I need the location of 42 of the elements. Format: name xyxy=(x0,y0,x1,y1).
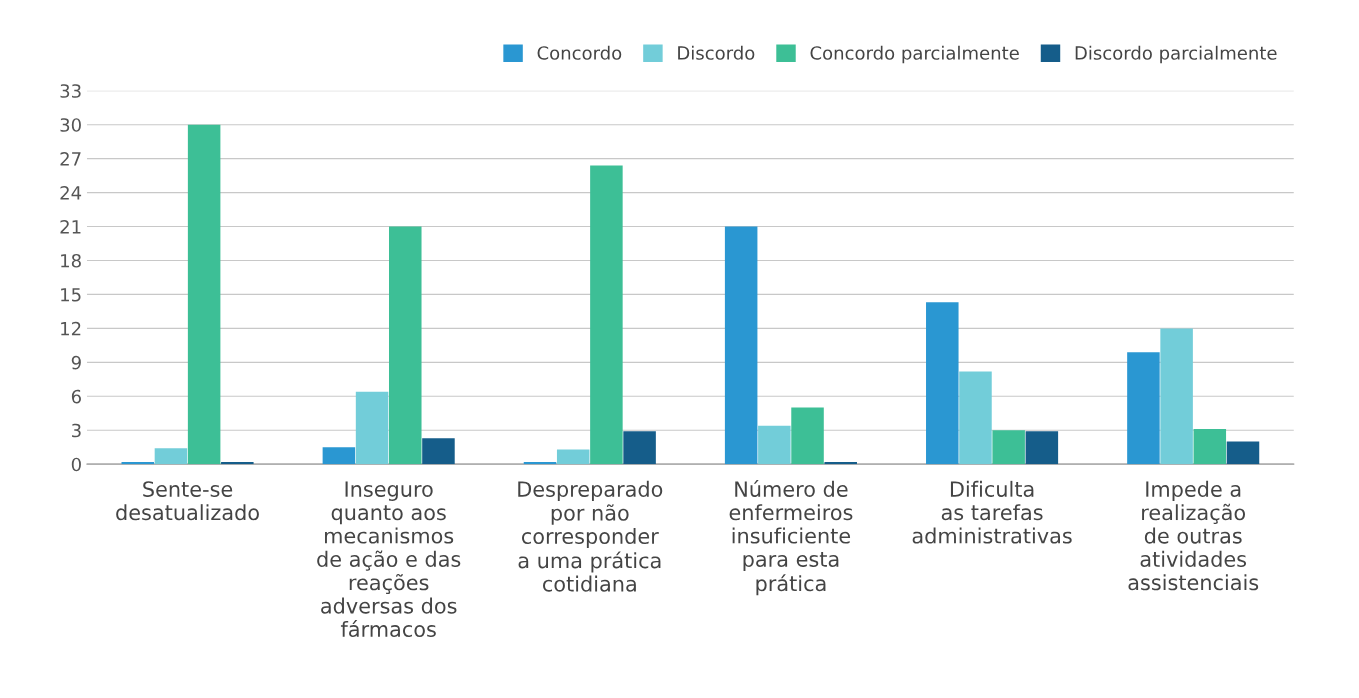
y-tick-label: 24 xyxy=(60,186,82,200)
y-tick-label: 6 xyxy=(71,389,81,404)
y-tick-label: 9 xyxy=(71,355,81,370)
y-tick-label: 12 xyxy=(61,321,81,336)
bar xyxy=(1025,431,1059,465)
bar xyxy=(926,302,959,465)
bar xyxy=(556,449,590,465)
bar xyxy=(187,124,221,465)
bar xyxy=(422,438,455,465)
legend-label: Concordo parcialmente xyxy=(810,45,1019,64)
bar xyxy=(791,407,824,465)
bar xyxy=(758,425,791,465)
bar xyxy=(992,430,1025,465)
bar xyxy=(355,391,389,465)
x-tick-label: Dificulta as tarefas administrativas xyxy=(912,480,1072,544)
y-tick-label: 30 xyxy=(60,118,81,132)
x-tick-label: Sente-se desatualizado xyxy=(116,481,259,521)
bar xyxy=(1193,429,1227,465)
x-tick-label: Número de enfermeiros insuficiente para esta prática xyxy=(729,480,853,596)
y-tick-label: 33 xyxy=(60,84,81,98)
bar xyxy=(1127,352,1160,465)
bar xyxy=(389,226,422,465)
y-tick-label: 0 xyxy=(71,457,81,472)
bar xyxy=(623,431,656,465)
y-tick-label: 21 xyxy=(60,219,81,234)
y-tick-label: 3 xyxy=(72,423,81,438)
bar xyxy=(154,448,188,465)
y-tick-label: 27 xyxy=(60,152,81,166)
bar xyxy=(959,371,992,465)
bar xyxy=(1226,441,1260,465)
legend-label: Discordo parcialmente xyxy=(1075,45,1277,64)
y-tick-label: 15 xyxy=(61,288,81,302)
bar xyxy=(590,165,623,465)
legend-label: Concordo xyxy=(537,45,622,60)
bar xyxy=(322,447,356,465)
legend-label: Discordo xyxy=(678,45,755,60)
bar xyxy=(1160,328,1193,465)
bar xyxy=(724,226,758,465)
x-tick-label: Despreparado por não corresponder a uma prática cotidiana xyxy=(518,480,663,592)
x-tick-label: Inseguro quanto aos mecanismos de ação e das reações adversas dos fármacos xyxy=(317,481,461,638)
x-tick-label: Impede a realização de outras atividades assistenciais xyxy=(1128,480,1259,591)
y-tick-label: 18 xyxy=(61,253,81,268)
